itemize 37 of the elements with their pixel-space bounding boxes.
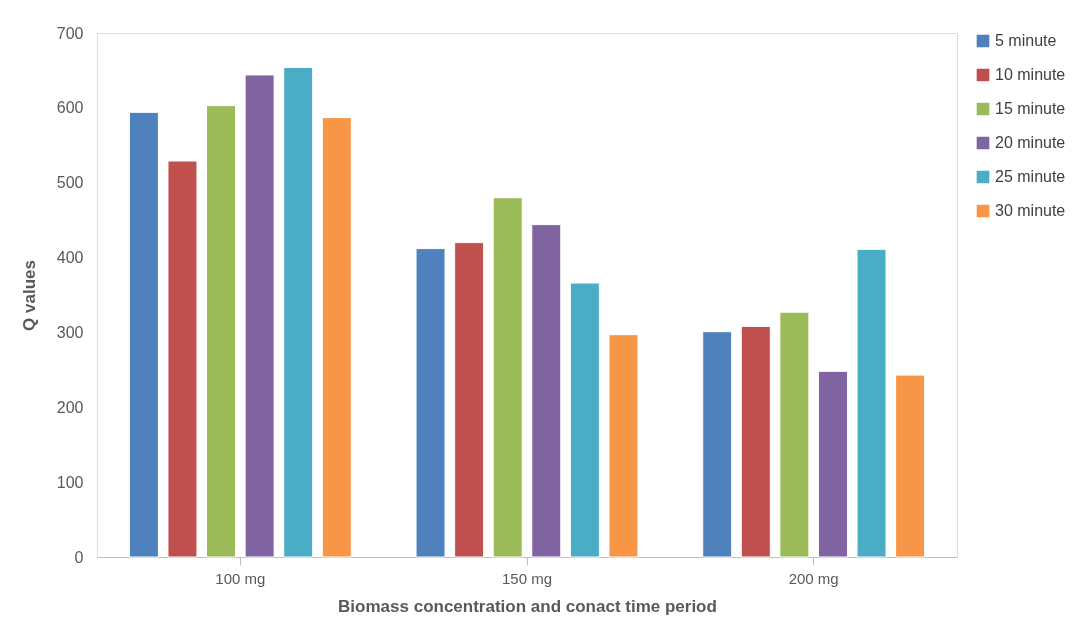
bar xyxy=(702,331,733,558)
bar xyxy=(740,325,771,558)
bar xyxy=(167,160,198,558)
legend-label: 5 minute xyxy=(995,32,1057,49)
bar xyxy=(283,66,314,558)
y-tick-label: 400 xyxy=(56,249,84,267)
y-tick-label: 700 xyxy=(56,24,84,42)
x-tick-label: 200 mg xyxy=(788,569,839,587)
legend-label: 15 minute xyxy=(995,100,1066,117)
x-axis-title: Biomass concentration and conact time period xyxy=(338,596,717,616)
y-tick-label: 0 xyxy=(74,548,84,566)
bar xyxy=(817,370,848,558)
bar xyxy=(415,248,446,558)
bar xyxy=(244,74,275,558)
y-tick-label: 200 xyxy=(56,398,84,416)
bar xyxy=(569,282,600,558)
y-axis-title: Q values xyxy=(19,260,39,331)
bar xyxy=(454,242,485,558)
y-tick-label: 100 xyxy=(56,473,84,491)
x-tick-label: 100 mg xyxy=(215,569,266,587)
bar xyxy=(531,224,562,558)
y-tick-label: 300 xyxy=(56,323,84,341)
legend-label: 25 minute xyxy=(995,168,1066,185)
legend-label: 10 minute xyxy=(995,66,1066,83)
bar xyxy=(128,111,159,558)
bar xyxy=(492,197,523,558)
bar xyxy=(321,117,352,558)
bar xyxy=(895,374,926,558)
y-tick-label: 600 xyxy=(56,99,84,117)
bar xyxy=(856,248,887,558)
bar xyxy=(206,105,237,558)
bar xyxy=(608,334,639,558)
y-tick-label: 500 xyxy=(56,174,84,192)
legend-label: 20 minute xyxy=(995,134,1066,151)
x-tick-label: 150 mg xyxy=(501,569,553,587)
legend-label: 30 minute xyxy=(995,202,1066,219)
bar xyxy=(779,311,810,558)
